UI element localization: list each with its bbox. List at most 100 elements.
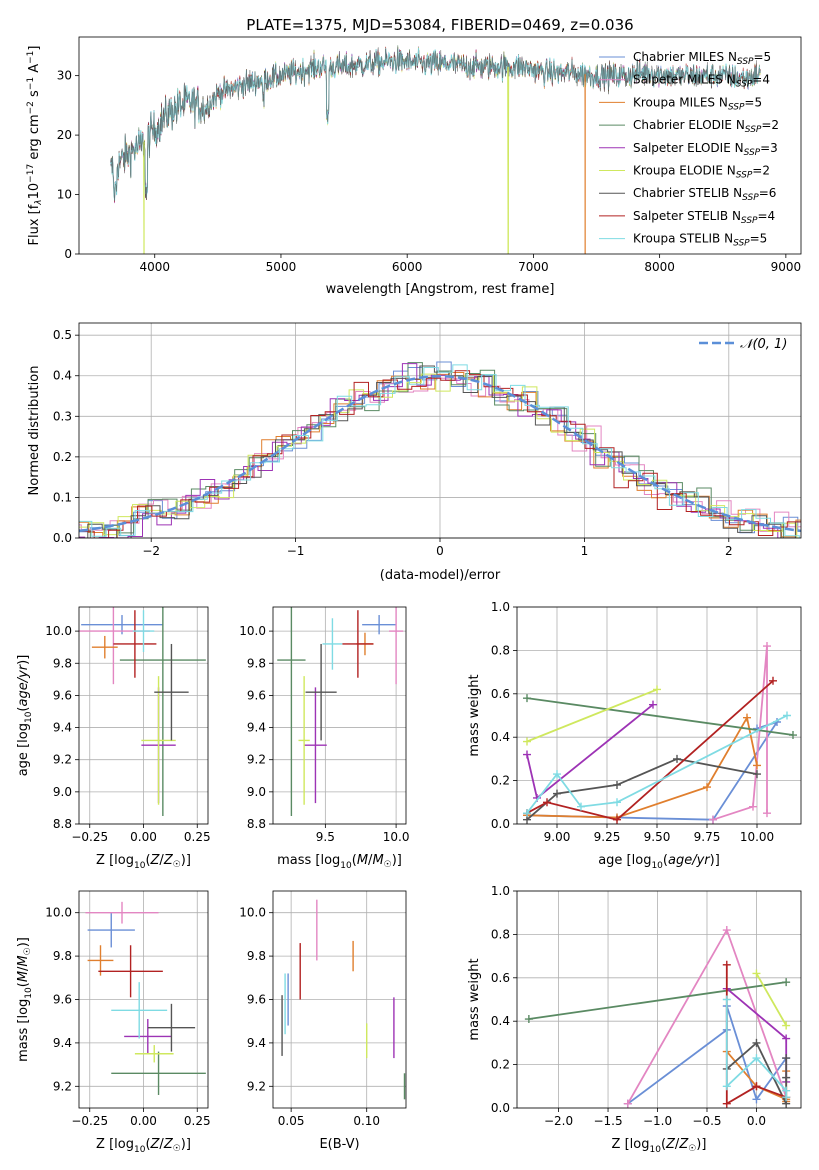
weight-marker-chabrier-miles xyxy=(752,1095,761,1104)
y-tick-label: 0.0 xyxy=(491,817,510,831)
weight-marker-salpeter-miles xyxy=(722,926,731,935)
legend-label-kroupa-stelib: Kroupa STELIB NSSP=5 xyxy=(633,232,767,249)
y-tick-label: 0.4 xyxy=(491,1014,510,1028)
y-axis-label: Normed distribution xyxy=(27,366,42,496)
y-tick-label: 8.8 xyxy=(247,817,266,831)
x-tick-label: 7000 xyxy=(518,260,549,274)
x-tick-label: 0.10 xyxy=(353,1114,380,1128)
x-tick-label: −0.5 xyxy=(692,1114,721,1128)
plot-area xyxy=(524,926,791,1108)
x-tick-label: −2.0 xyxy=(544,1114,573,1128)
errorbar-salpeter-stelib xyxy=(98,945,163,998)
y-tick-label: 10 xyxy=(57,188,72,202)
y-tick-label: 9.6 xyxy=(247,993,266,1007)
weight-marker-chabrier-elodie xyxy=(789,731,797,740)
mass-vs-z-panel: −0.25 0.00 0.25 9.2 9.4 9.6 9.8 10.0 Z [log10(Z/… xyxy=(16,890,211,1155)
massweight-vs-age-panel: 9.00 9.25 9.50 9.75 10.00 0.0 0.2 0.4 0.6 0.8 1.0 m… xyxy=(467,600,802,871)
errorbar-kroupa-stelib xyxy=(111,982,168,1039)
x-tick-label: 0.00 xyxy=(130,1114,157,1128)
weight-marker-kroupa-elodie xyxy=(782,1021,791,1030)
weight-marker-chabrier-elodie xyxy=(782,978,791,987)
y-tick-label: 0.4 xyxy=(491,730,510,744)
x-tick-label: 5000 xyxy=(266,260,297,274)
x-tick-label: 9.25 xyxy=(594,830,621,844)
errorbar-kroupa-stelib xyxy=(132,610,155,653)
legend-label-salpeter-miles: Salpeter MILES NSSP=4 xyxy=(633,73,770,90)
y-axis-label: Flux [fλ10−17 erg cm−2 s−1 A−1] xyxy=(26,46,44,246)
mass-vs-ebv-panel: 0.05 0.10 9.2 9.4 9.6 9.8 10.0 E(B-V) xyxy=(239,890,407,1152)
x-tick-label: 0.05 xyxy=(278,1114,305,1128)
x-tick-label: 1 xyxy=(581,544,589,558)
errorbar-salpeter-stelib xyxy=(113,610,157,678)
weight-marker-kroupa-stelib xyxy=(722,1082,731,1091)
legend-label-kroupa-elodie: Kroupa ELODIE NSSP=2 xyxy=(633,164,770,181)
weight-marker-salpeter-stelib xyxy=(543,798,551,807)
legend-label-chabrier-miles: Chabrier MILES NSSP=5 xyxy=(633,50,771,67)
y-tick-label: 9.8 xyxy=(247,656,266,670)
weight-marker-chabrier-stelib xyxy=(553,789,561,798)
y-tick-label: 0.8 xyxy=(491,927,510,941)
errorbar-salpeter-miles xyxy=(389,607,404,685)
errorbar-chabrier-stelib xyxy=(147,1003,196,1052)
y-tick-label: 0.1 xyxy=(53,490,72,504)
x-tick-label: −1.0 xyxy=(643,1114,672,1128)
x-tick-label: −0.25 xyxy=(71,830,108,844)
errorbar-salpeter-elodie xyxy=(124,1019,172,1054)
histogram-chabrier-stelib xyxy=(79,365,801,538)
plot-area xyxy=(277,607,404,816)
axes-frame xyxy=(78,890,209,1109)
legend-label-chabrier-stelib: Chabrier STELIB NSSP=6 xyxy=(633,186,776,203)
x-tick-label: 0.25 xyxy=(184,830,211,844)
weight-marker-kroupa-miles xyxy=(743,713,751,722)
weight-marker-salpeter-elodie xyxy=(649,700,657,709)
x-axis-label: Z [log10(Z/Z☉)] xyxy=(96,853,191,871)
x-tick-label: −0.25 xyxy=(71,1114,108,1128)
y-tick-label: 0.5 xyxy=(53,328,72,342)
weight-marker-salpeter-elodie xyxy=(523,750,531,759)
axes-frame xyxy=(78,36,802,255)
y-tick-label: 0.6 xyxy=(491,687,510,701)
y-axis-label: mass [log10(M/M☉)] xyxy=(16,937,34,1062)
axes-frame xyxy=(78,322,802,539)
y-tick-label: 0.2 xyxy=(491,1058,510,1072)
weight-marker-salpeter-stelib xyxy=(752,1082,761,1091)
plot-area xyxy=(85,901,206,1095)
weight-marker-salpeter-elodie xyxy=(782,1034,791,1043)
weight-marker-salpeter-miles xyxy=(623,1099,632,1108)
x-tick-label: 2 xyxy=(725,544,733,558)
y-tick-label: 0.3 xyxy=(53,409,72,423)
y-tick-label: 0.2 xyxy=(53,450,72,464)
y-tick-label: 9.2 xyxy=(247,753,266,767)
histogram-kroupa-elodie xyxy=(79,373,801,538)
legend-label-salpeter-elodie: Salpeter ELODIE NSSP=3 xyxy=(633,141,778,158)
errorbar-kroupa-miles xyxy=(91,635,118,659)
y-tick-label: 9.0 xyxy=(247,785,266,799)
plot-area xyxy=(79,361,801,538)
x-tick-label: 9.75 xyxy=(694,830,721,844)
weight-marker-chabrier-stelib xyxy=(752,1038,761,1047)
weight-marker-chabrier-stelib xyxy=(673,754,681,763)
plot-area xyxy=(79,607,206,816)
weight-marker-kroupa-miles xyxy=(753,761,761,770)
weight-marker-chabrier-stelib xyxy=(782,1054,791,1063)
y-tick-label: 9.8 xyxy=(247,949,266,963)
legend-label-kroupa-miles: Kroupa MILES NSSP=5 xyxy=(633,95,762,112)
legend-label-normal: 𝒩(0, 1) xyxy=(740,337,787,352)
y-tick-label: 0.6 xyxy=(491,971,510,985)
errorbar-kroupa-stelib xyxy=(322,618,343,670)
errorbar-chabrier-miles xyxy=(87,912,135,948)
y-tick-label: 10.0 xyxy=(45,906,72,920)
weight-marker-kroupa-stelib xyxy=(577,802,585,811)
residuals-panel: −2 −1 0 1 2 0.0 0.1 0.2 0.3 0.4 0.5 𝒩(0, 1) (data-mo… xyxy=(27,322,802,583)
spectrum-data-line xyxy=(110,47,761,201)
x-tick-label: 0.0 xyxy=(747,1114,766,1128)
x-tick-label: −1 xyxy=(287,544,305,558)
weight-line-kroupa-elodie xyxy=(755,973,787,1026)
y-tick-label: 10.0 xyxy=(239,906,266,920)
weight-marker-chabrier-elodie xyxy=(523,694,531,703)
x-axis-label: mass [log10(M/M☉)] xyxy=(277,853,402,871)
weight-marker-kroupa-elodie xyxy=(523,737,531,746)
x-axis-label: wavelength [Angstrom, rest frame] xyxy=(326,282,555,297)
weight-marker-kroupa-elodie xyxy=(752,969,761,978)
